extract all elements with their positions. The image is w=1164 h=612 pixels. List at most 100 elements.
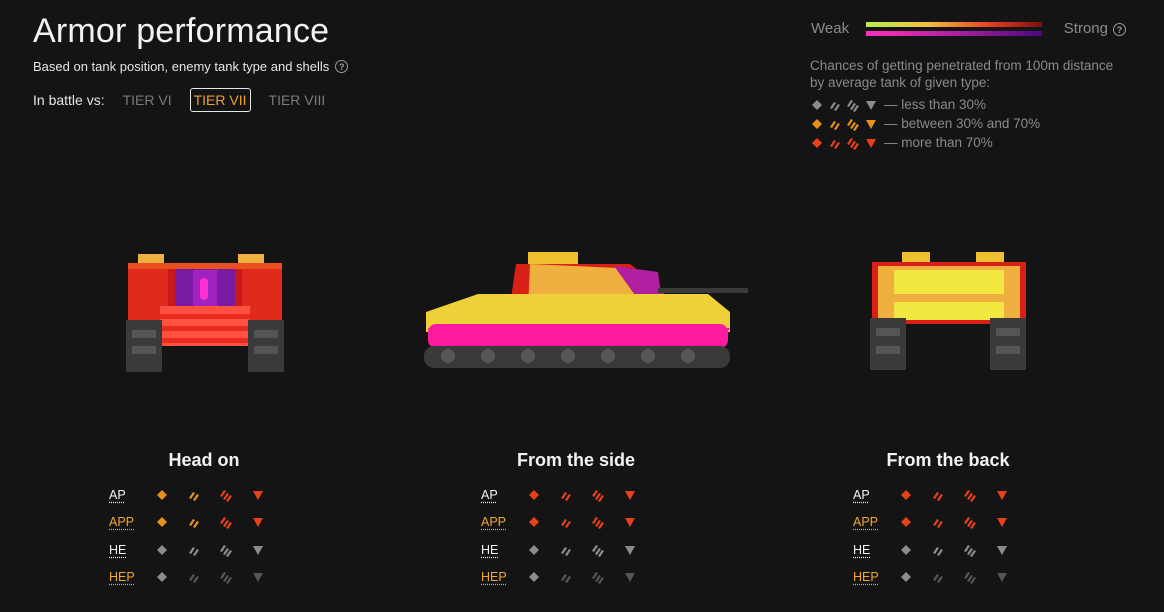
- td-triple-slash-icon: [220, 572, 232, 585]
- shell-row: AP: [853, 481, 1043, 509]
- spg-triangle-icon: [866, 119, 876, 129]
- shell-row: APP: [481, 509, 671, 537]
- mt-slash-icon: [561, 519, 571, 529]
- spg-triangle-icon: [625, 490, 635, 500]
- legend-symbols: [810, 136, 878, 150]
- subtitle-text: Based on tank position, enemy tank type …: [33, 59, 330, 74]
- penetration-icons: [155, 543, 265, 557]
- tier-tab-viii[interactable]: TIER VIII: [268, 92, 326, 108]
- scale-help-icon[interactable]: ?: [1113, 23, 1126, 36]
- tier-tab-vi[interactable]: TIER VI: [122, 92, 172, 108]
- shell-type-link[interactable]: HEP: [481, 570, 507, 585]
- penetration-icons: [527, 543, 637, 557]
- shell-table: AP APP HE HEP: [481, 481, 671, 591]
- ht-diamond-icon: [901, 572, 911, 583]
- spg-triangle-icon: [866, 138, 876, 148]
- ht-diamond-icon: [529, 572, 539, 583]
- shell-type-link[interactable]: HEP: [853, 570, 879, 585]
- penetration-icons: [527, 515, 637, 530]
- view-column-back: From the back AP APP HE HEP: [853, 450, 1043, 591]
- penetration-icons: [899, 515, 1009, 530]
- penetration-icons: [155, 570, 265, 585]
- mt-slash-icon: [189, 491, 199, 501]
- legend-row-high: — more than 70%: [810, 133, 1130, 152]
- ht-diamond-icon: [812, 118, 822, 129]
- page-subtitle: Based on tank position, enemy tank type …: [33, 59, 349, 74]
- view-column-head-on: Head on AP APP HE HEP: [109, 450, 299, 591]
- legend-symbols: [810, 98, 878, 112]
- shell-row: APP: [853, 509, 1043, 537]
- shell-type-link[interactable]: AP: [109, 487, 126, 502]
- penetration-legend: Chances of getting penetrated from 100m …: [810, 57, 1130, 152]
- penetration-icons: [899, 570, 1009, 585]
- shell-type-link[interactable]: AP: [481, 487, 498, 502]
- ht-diamond-icon: [529, 544, 539, 555]
- ht-diamond-icon: [812, 137, 822, 148]
- mt-slash-icon: [933, 546, 943, 556]
- ht-diamond-icon: [157, 572, 167, 583]
- view-title: From the side: [516, 450, 636, 470]
- shell-row: HEP: [481, 564, 671, 592]
- td-triple-slash-icon: [964, 517, 976, 530]
- penetration-icons: [155, 515, 265, 530]
- penetration-icons: [899, 488, 1009, 502]
- spg-triangle-icon: [997, 573, 1007, 583]
- td-triple-slash-icon: [220, 544, 232, 557]
- ht-diamond-icon: [529, 489, 539, 500]
- view-title: Head on: [168, 450, 240, 470]
- td-triple-slash-icon: [847, 137, 859, 150]
- spg-triangle-icon: [997, 545, 1007, 555]
- td-triple-slash-icon: [592, 489, 604, 502]
- scale-strong-label: Strong: [1063, 20, 1108, 37]
- scale-weak-label: Weak: [811, 20, 850, 37]
- spg-triangle-icon: [253, 573, 263, 583]
- td-triple-slash-icon: [592, 517, 604, 530]
- shell-row: APP: [109, 509, 299, 537]
- shell-row: HEP: [109, 564, 299, 592]
- spg-triangle-icon: [866, 100, 876, 110]
- shell-type-link[interactable]: APP: [481, 515, 507, 530]
- armor-strength-scale: Weak Strong ?: [810, 19, 1128, 43]
- mt-slash-icon: [561, 546, 571, 556]
- shell-type-link[interactable]: HEP: [109, 570, 135, 585]
- legend-symbols: [810, 117, 878, 131]
- td-triple-slash-icon: [592, 544, 604, 557]
- td-triple-slash-icon: [964, 544, 976, 557]
- mt-slash-icon: [933, 574, 943, 584]
- ht-diamond-icon: [157, 517, 167, 528]
- td-triple-slash-icon: [220, 517, 232, 530]
- ht-diamond-icon: [901, 517, 911, 528]
- penetration-icons: [527, 488, 637, 502]
- mt-slash-icon: [830, 101, 840, 111]
- spg-triangle-icon: [997, 518, 1007, 528]
- legend-text: — between 30% and 70%: [884, 116, 1041, 131]
- shell-table: AP APP HE HEP: [853, 481, 1043, 591]
- tank-rear-armor-image: [870, 252, 1026, 370]
- td-triple-slash-icon: [847, 99, 859, 112]
- tier-tab-vii[interactable]: TIER VII: [189, 88, 251, 112]
- scale-gradient-bar: [866, 22, 1042, 27]
- mt-slash-icon: [830, 139, 840, 149]
- mt-slash-icon: [561, 574, 571, 584]
- shell-row: AP: [109, 481, 299, 509]
- legend-text: — less than 30%: [884, 97, 987, 112]
- td-triple-slash-icon: [964, 572, 976, 585]
- shell-type-link[interactable]: HE: [481, 542, 499, 557]
- legend-description: Chances of getting penetrated from 100m …: [810, 58, 1114, 90]
- td-triple-slash-icon: [220, 489, 232, 502]
- ht-diamond-icon: [157, 489, 167, 500]
- scale-gradient-bar-alt: [866, 31, 1042, 36]
- td-triple-slash-icon: [592, 572, 604, 585]
- shell-type-link[interactable]: HE: [109, 542, 127, 557]
- shell-type-link[interactable]: APP: [853, 515, 879, 530]
- ht-diamond-icon: [901, 544, 911, 555]
- shell-type-link[interactable]: AP: [853, 487, 870, 502]
- ht-diamond-icon: [812, 99, 822, 110]
- spg-triangle-icon: [625, 545, 635, 555]
- mt-slash-icon: [189, 546, 199, 556]
- mt-slash-icon: [189, 519, 199, 529]
- help-icon[interactable]: ?: [335, 60, 349, 73]
- shell-type-link[interactable]: HE: [853, 542, 871, 557]
- page-title: Armor performance: [33, 12, 330, 50]
- shell-type-link[interactable]: APP: [109, 515, 135, 530]
